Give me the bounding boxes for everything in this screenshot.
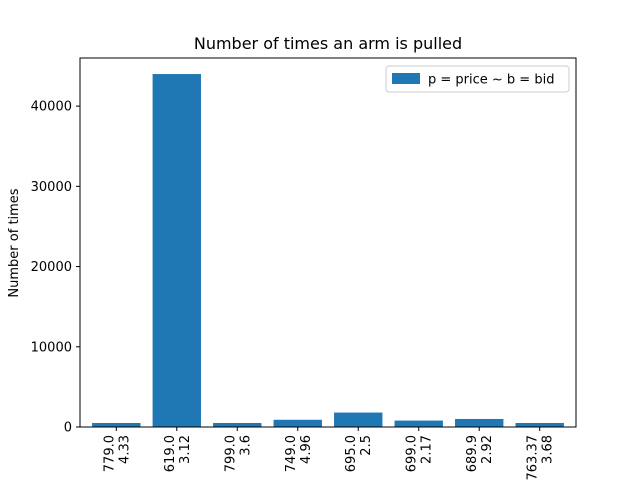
x-tick-label-text: 779.04.33 <box>102 435 132 472</box>
y-tick-label: 10000 <box>31 340 72 355</box>
x-tick-price: 619.0 <box>163 435 178 472</box>
bar-3 <box>273 419 322 427</box>
x-tick-price: 689.9 <box>465 435 480 472</box>
x-tick-label-text: 699.02.17 <box>405 435 435 472</box>
y-tick-label: 20000 <box>31 260 72 275</box>
x-tick-label-text: 689.92.92 <box>465 435 495 472</box>
y-axis-label: Number of times <box>7 188 22 297</box>
y-tick-label: 0 <box>64 421 72 436</box>
x-tick-label-text: 799.03.6 <box>223 435 253 472</box>
x-tick-price: 763.37 <box>526 435 541 480</box>
x-tick-label-text: 763.373.68 <box>526 435 556 480</box>
x-tick-bid: 2.92 <box>480 435 495 464</box>
x-tick-label-text: 695.02.5 <box>344 435 374 472</box>
x-tick-bid: 3.6 <box>238 435 253 456</box>
x-tick-label: 699.02.17 <box>405 435 435 472</box>
x-tick-bid: 4.33 <box>117 435 132 464</box>
x-tick-price: 749.0 <box>284 435 299 472</box>
x-tick-price: 695.0 <box>344 435 359 472</box>
x-tick-price: 779.0 <box>102 435 117 472</box>
x-tick-bid: 4.96 <box>299 435 314 464</box>
bars-group <box>92 74 564 427</box>
x-tick-price: 799.0 <box>223 435 238 472</box>
x-tick-bid: 2.5 <box>359 435 374 456</box>
bar-6 <box>455 418 504 427</box>
bar-4 <box>334 412 383 427</box>
legend-label: p = price ~ b = bid <box>428 73 554 88</box>
x-tick-label-text: 749.04.96 <box>284 435 314 472</box>
bar-2 <box>213 422 262 427</box>
x-tick-label: 749.04.96 <box>284 435 314 472</box>
y-axis-ticks: 0 10000 20000 30000 40000 <box>31 100 80 436</box>
legend: p = price ~ b = bid <box>385 65 570 93</box>
bar-5 <box>394 420 443 427</box>
x-tick-label: 779.04.33 <box>102 435 132 472</box>
bar-7 <box>515 422 564 427</box>
x-tick-bid: 2.17 <box>420 435 435 464</box>
chart-title: Number of times an arm is pulled <box>194 34 462 53</box>
x-tick-label: 695.02.5 <box>344 435 374 472</box>
legend-swatch <box>392 73 420 84</box>
legend-box <box>385 65 570 93</box>
axes-frame <box>79 57 577 428</box>
y-tick-label: 40000 <box>31 100 72 115</box>
x-tick-label: 799.03.6 <box>223 435 253 472</box>
x-axis-ticks: 779.04.33 619.03.12 799.03.6 749.04.96 695.0… <box>102 427 556 480</box>
x-tick-label: 689.92.92 <box>465 435 495 472</box>
x-tick-price: 699.0 <box>405 435 420 472</box>
bar-1 <box>152 74 201 427</box>
bar-0 <box>92 422 141 427</box>
x-tick-bid: 3.12 <box>178 435 193 464</box>
x-tick-label: 763.373.68 <box>526 435 556 480</box>
x-tick-bid: 3.68 <box>541 435 556 464</box>
y-tick-label: 30000 <box>31 180 72 195</box>
x-tick-label: 619.03.12 <box>163 435 193 472</box>
x-tick-label-text: 619.03.12 <box>163 435 193 472</box>
